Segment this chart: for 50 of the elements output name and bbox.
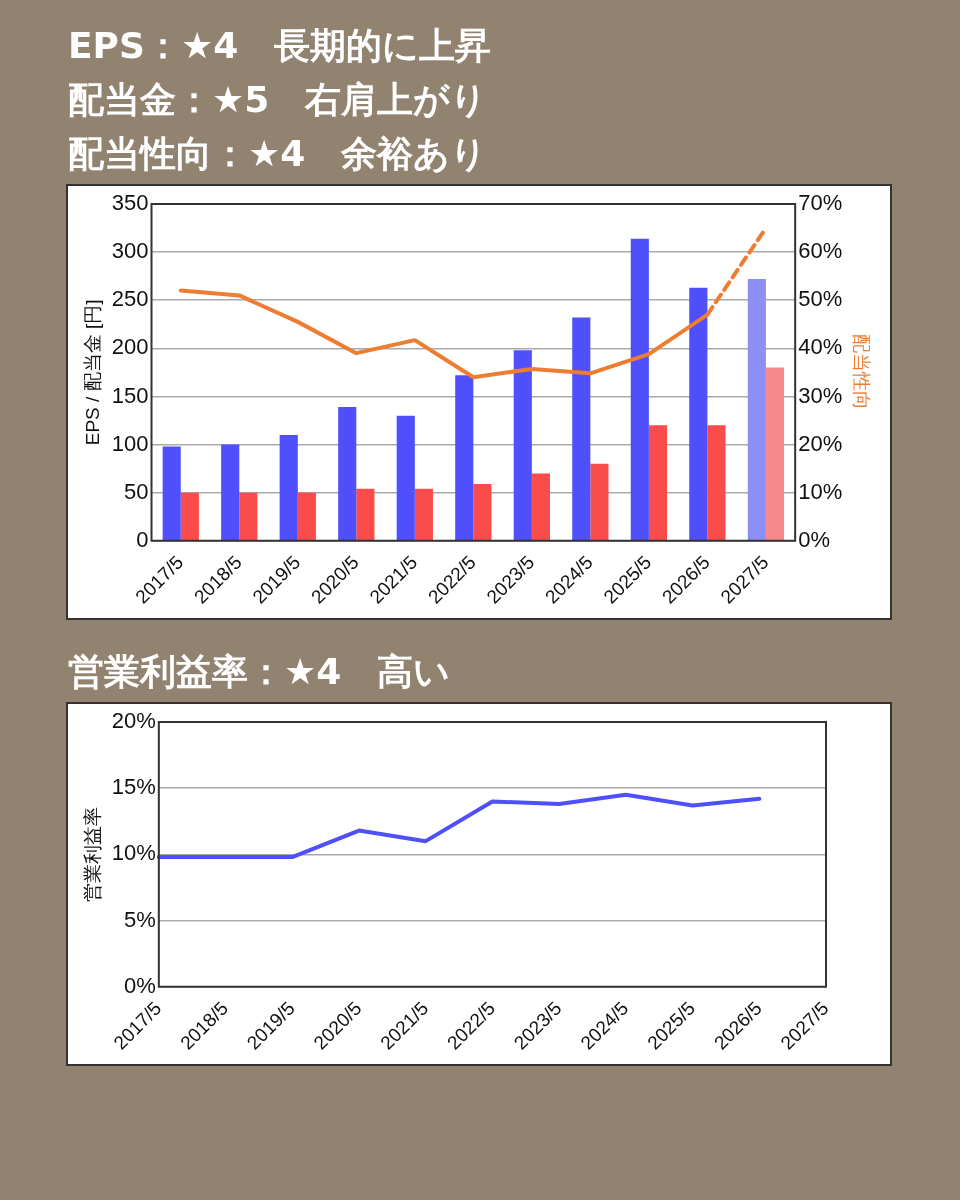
bar <box>747 279 766 541</box>
y-tick-label: 250 <box>111 286 149 312</box>
y2-tick-label: 10% <box>798 478 843 504</box>
y2-tick-label: 60% <box>798 238 843 264</box>
y2-tick-label: 20% <box>798 430 843 456</box>
y-tick-label: 20% <box>111 708 156 734</box>
bar <box>414 488 433 541</box>
bar <box>455 375 474 541</box>
bar <box>221 444 240 541</box>
y-tick-label: 0% <box>124 972 156 998</box>
bar <box>338 407 357 541</box>
bar <box>765 367 785 541</box>
y2-tick-label: 40% <box>798 334 843 360</box>
y-tick-label: 10% <box>111 840 156 866</box>
y-tick-label: 5% <box>124 906 156 932</box>
y-axis-title: 営業利益率 <box>81 806 103 902</box>
bar <box>356 488 375 541</box>
bar <box>180 492 199 541</box>
y-axis-title: EPS / 配当金 [円] <box>81 299 103 446</box>
bar <box>707 425 726 541</box>
bar <box>396 415 415 541</box>
chart-title: 営業利益率：★4 高い <box>68 650 452 694</box>
bar <box>648 425 668 541</box>
bar <box>513 350 532 541</box>
y-tick-label: 100 <box>111 430 149 456</box>
y2-tick-label: 0% <box>798 526 830 552</box>
bar <box>279 434 298 541</box>
bar <box>531 473 550 541</box>
chart-title: EPS：★4 長期的に上昇 <box>68 24 493 68</box>
y2-tick-label: 50% <box>798 286 843 312</box>
chart-subtitle: 配当金：★5 右肩上がり <box>68 78 489 122</box>
y-tick-label: 200 <box>111 334 149 360</box>
text: 配当性向：★4 余裕あり <box>68 132 489 176</box>
y-tick-label: 15% <box>111 774 156 800</box>
y2-tick-label: 70% <box>798 190 843 216</box>
y2-tick-label: 30% <box>798 382 843 408</box>
y-tick-label: 150 <box>111 382 149 408</box>
bar <box>239 492 258 541</box>
bar <box>590 463 609 541</box>
y-tick-label: 50 <box>124 478 149 504</box>
y-tick-label: 0 <box>136 526 149 552</box>
bar <box>473 484 492 541</box>
bar <box>162 446 181 541</box>
bar <box>572 317 591 541</box>
bar <box>689 287 708 541</box>
bar <box>630 238 649 541</box>
y-tick-label: 350 <box>111 190 149 216</box>
y-tick-label: 300 <box>111 238 149 264</box>
y2-axis-title: 配当性向 <box>851 334 873 411</box>
bar <box>297 492 316 541</box>
